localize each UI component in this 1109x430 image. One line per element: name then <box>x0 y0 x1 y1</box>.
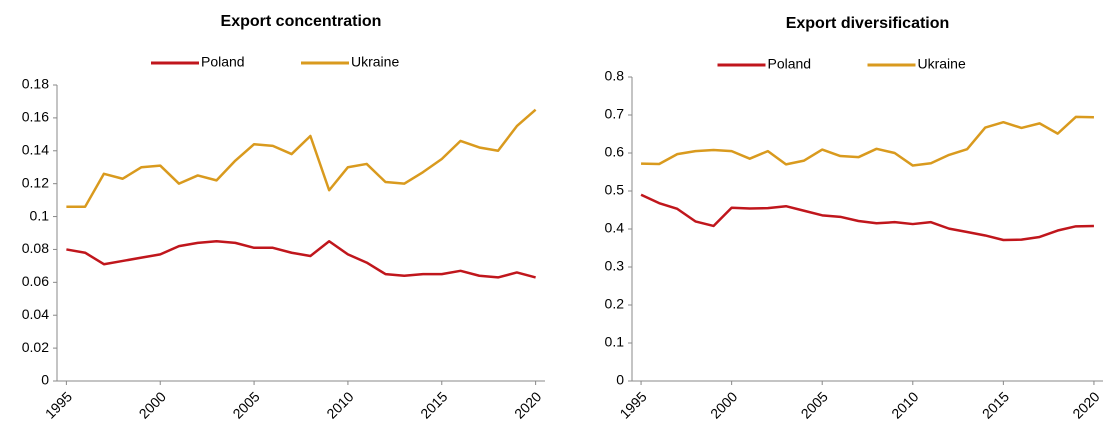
x-tick-label: 1995 <box>616 388 649 421</box>
y-tick-label: 0.1 <box>605 334 625 350</box>
x-tick-label: 2005 <box>229 388 262 421</box>
x-tick-label: 2010 <box>323 388 356 421</box>
y-tick-label: 0.14 <box>22 141 49 157</box>
y-tick-label: 0.18 <box>22 76 49 92</box>
y-tick-label: 0.4 <box>605 220 625 236</box>
series-line <box>66 239 536 279</box>
x-tick-label: 1995 <box>42 388 75 421</box>
x-tick-label: 2015 <box>417 388 450 421</box>
y-tick-label: 0 <box>41 372 49 388</box>
y-tick-label: 0 <box>616 372 624 388</box>
x-tick-label: 2020 <box>1069 388 1102 421</box>
x-tick-label: 2000 <box>136 388 169 421</box>
y-tick-label: 0.08 <box>22 240 49 256</box>
series-line <box>641 115 1094 167</box>
series-line <box>640 193 1094 242</box>
x-tick-label: 2015 <box>979 388 1012 421</box>
legend-label: Ukraine <box>351 54 399 70</box>
series-line <box>66 108 537 208</box>
chart-title: Export diversification <box>786 15 950 32</box>
legend-label: Poland <box>201 54 245 70</box>
x-tick-label: 2000 <box>707 388 740 421</box>
y-tick-label: 0.02 <box>22 339 49 355</box>
y-tick-label: 0.5 <box>605 182 625 198</box>
y-tick-label: 0.04 <box>22 306 49 322</box>
y-tick-label: 0.12 <box>22 174 49 190</box>
y-tick-label: 0.06 <box>22 273 49 289</box>
legend-label: Poland <box>768 56 812 72</box>
y-tick-label: 0.2 <box>605 296 625 312</box>
y-tick-label: 0.6 <box>605 144 625 160</box>
y-tick-label: 0.8 <box>605 68 625 84</box>
y-tick-label: 0.1 <box>30 207 50 223</box>
y-tick-label: 0.16 <box>22 109 49 125</box>
x-tick-label: 2020 <box>511 388 544 421</box>
x-tick-label: 2010 <box>888 388 921 421</box>
y-tick-label: 0.3 <box>605 258 625 274</box>
legend-label: Ukraine <box>918 56 966 72</box>
x-tick-label: 2005 <box>798 388 831 421</box>
chart-title: Export concentration <box>221 13 382 30</box>
y-tick-label: 0.7 <box>605 106 625 122</box>
